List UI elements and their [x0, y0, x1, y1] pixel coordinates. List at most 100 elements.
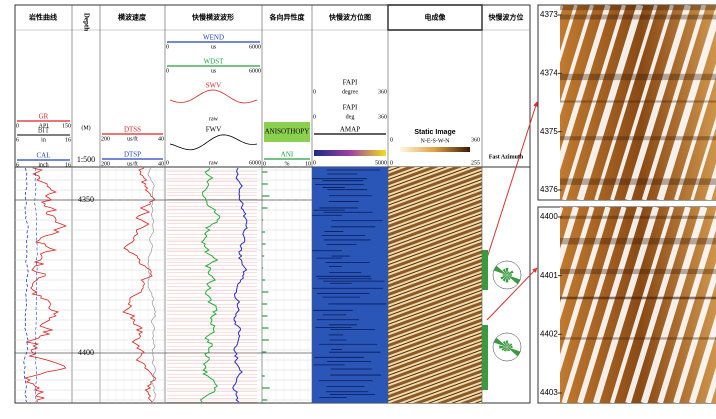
- zoom-depth: 4376: [540, 185, 558, 194]
- scale-min: 0: [263, 161, 266, 167]
- curve-unit: us/ft: [127, 135, 138, 142]
- dark-band: [560, 73, 716, 81]
- dark-band: [560, 296, 716, 300]
- stripe: [609, 207, 675, 403]
- scale-min: 0: [166, 68, 169, 74]
- dark-band: [560, 215, 716, 219]
- log-curve: [23, 167, 29, 403]
- scale-min: 6: [16, 162, 19, 168]
- stripe: [592, 207, 660, 403]
- scale-min: 0: [16, 123, 19, 129]
- rose-petal: [505, 340, 509, 347]
- curve-name: ANI: [281, 151, 294, 159]
- curve-name: WEND: [203, 34, 224, 42]
- rose-petal: [507, 275, 521, 285]
- stripe: [689, 313, 716, 403]
- curve-unit: raw: [209, 116, 219, 122]
- scale-max: 40: [158, 136, 164, 142]
- rose-petal: [500, 275, 507, 280]
- image-label: Static Image: [414, 129, 455, 136]
- dark-band: [560, 237, 716, 245]
- arrow: [486, 267, 538, 321]
- dark-band: [560, 136, 716, 141]
- zoom-depth: 4400: [540, 212, 558, 221]
- rose-petal: [507, 343, 510, 347]
- scale-max: 255: [471, 160, 480, 166]
- stripe: [577, 207, 643, 403]
- scale-min: 0: [313, 89, 316, 95]
- curve-unit: API: [39, 123, 49, 129]
- curve-unit: in: [41, 137, 46, 143]
- stripe: [560, 5, 594, 116]
- dark-band: [560, 178, 716, 185]
- zoom-depth: 4403: [540, 388, 558, 397]
- curve-name: CAL: [37, 152, 51, 160]
- dark-band: [560, 268, 716, 275]
- waveform-icon: [169, 134, 258, 151]
- log-curve: [147, 167, 156, 403]
- zoom-panel: 4373 4374 4375 4376: [537, 4, 716, 201]
- zoom-depth: 4373: [540, 10, 558, 19]
- scale-max: 360: [378, 114, 387, 120]
- scale-min: 0: [390, 137, 393, 143]
- dark-band: [560, 296, 716, 299]
- stripe: [640, 207, 708, 403]
- azimuth-image: [312, 167, 388, 403]
- label: Fast Azimuth: [489, 154, 524, 160]
- curve-name: SWV: [206, 82, 222, 90]
- depth-label: 4350: [78, 195, 94, 204]
- anisotropy-box: [264, 122, 310, 142]
- stripe: [625, 207, 691, 403]
- rose-petal: [505, 267, 509, 275]
- scale-max: 360: [378, 89, 387, 95]
- zoom-depth: 4401: [540, 271, 558, 280]
- track-title: 快慢波方位图: [329, 13, 371, 22]
- track-title: 快慢波方位: [489, 13, 524, 22]
- frame: [14, 4, 539, 404]
- curve-unit: us/ft: [127, 160, 138, 167]
- dark-band: [560, 100, 716, 103]
- colorbar: [314, 150, 386, 156]
- rose-petal: [502, 274, 507, 276]
- scale-max: 16: [65, 162, 71, 168]
- scale-max: 40: [158, 161, 164, 167]
- zoom-image: [560, 5, 716, 200]
- orient: N-E-S-W-N: [421, 138, 451, 144]
- dark-band: [560, 337, 716, 340]
- scale-min: 0: [313, 114, 316, 120]
- stripe: [594, 5, 658, 200]
- scale-max: 10: [305, 161, 311, 167]
- rose-petal: [501, 347, 507, 351]
- scale-max: 6000: [249, 68, 261, 74]
- rose-petal: [507, 275, 511, 281]
- depth-label: 4400: [78, 348, 94, 357]
- rose-petal: [506, 347, 508, 352]
- zoom-depth: 4374: [540, 68, 558, 77]
- stripe: [561, 207, 627, 403]
- rose-petal: [505, 275, 509, 283]
- log-curve: [199, 167, 221, 403]
- stripe: [484, 207, 544, 403]
- unit: (M): [81, 124, 90, 131]
- curve-name: WDST: [204, 58, 225, 66]
- zoom-panel: 4400 4401 4402 4403: [484, 206, 716, 404]
- box-label: ANISOTHOPY: [265, 128, 310, 136]
- curve-unit: deg: [346, 114, 355, 120]
- arrow: [486, 101, 539, 259]
- curve-unit: inch: [38, 162, 48, 168]
- track-title: 电成像: [425, 13, 447, 22]
- waveform-icon: [169, 89, 258, 104]
- curve-unit: raw: [209, 160, 219, 166]
- rose-petal: [507, 271, 510, 275]
- stripe: [560, 207, 595, 321]
- rose-petal: [507, 347, 511, 352]
- rose-petal: [507, 270, 514, 275]
- curve-unit: us: [211, 44, 217, 50]
- stripe: [610, 5, 674, 200]
- zoom-depth: 4402: [540, 329, 558, 338]
- curve-name: BIT: [38, 127, 50, 135]
- colorbar: [400, 147, 470, 152]
- stripe: [560, 207, 579, 270]
- curve-name: GR: [39, 113, 49, 121]
